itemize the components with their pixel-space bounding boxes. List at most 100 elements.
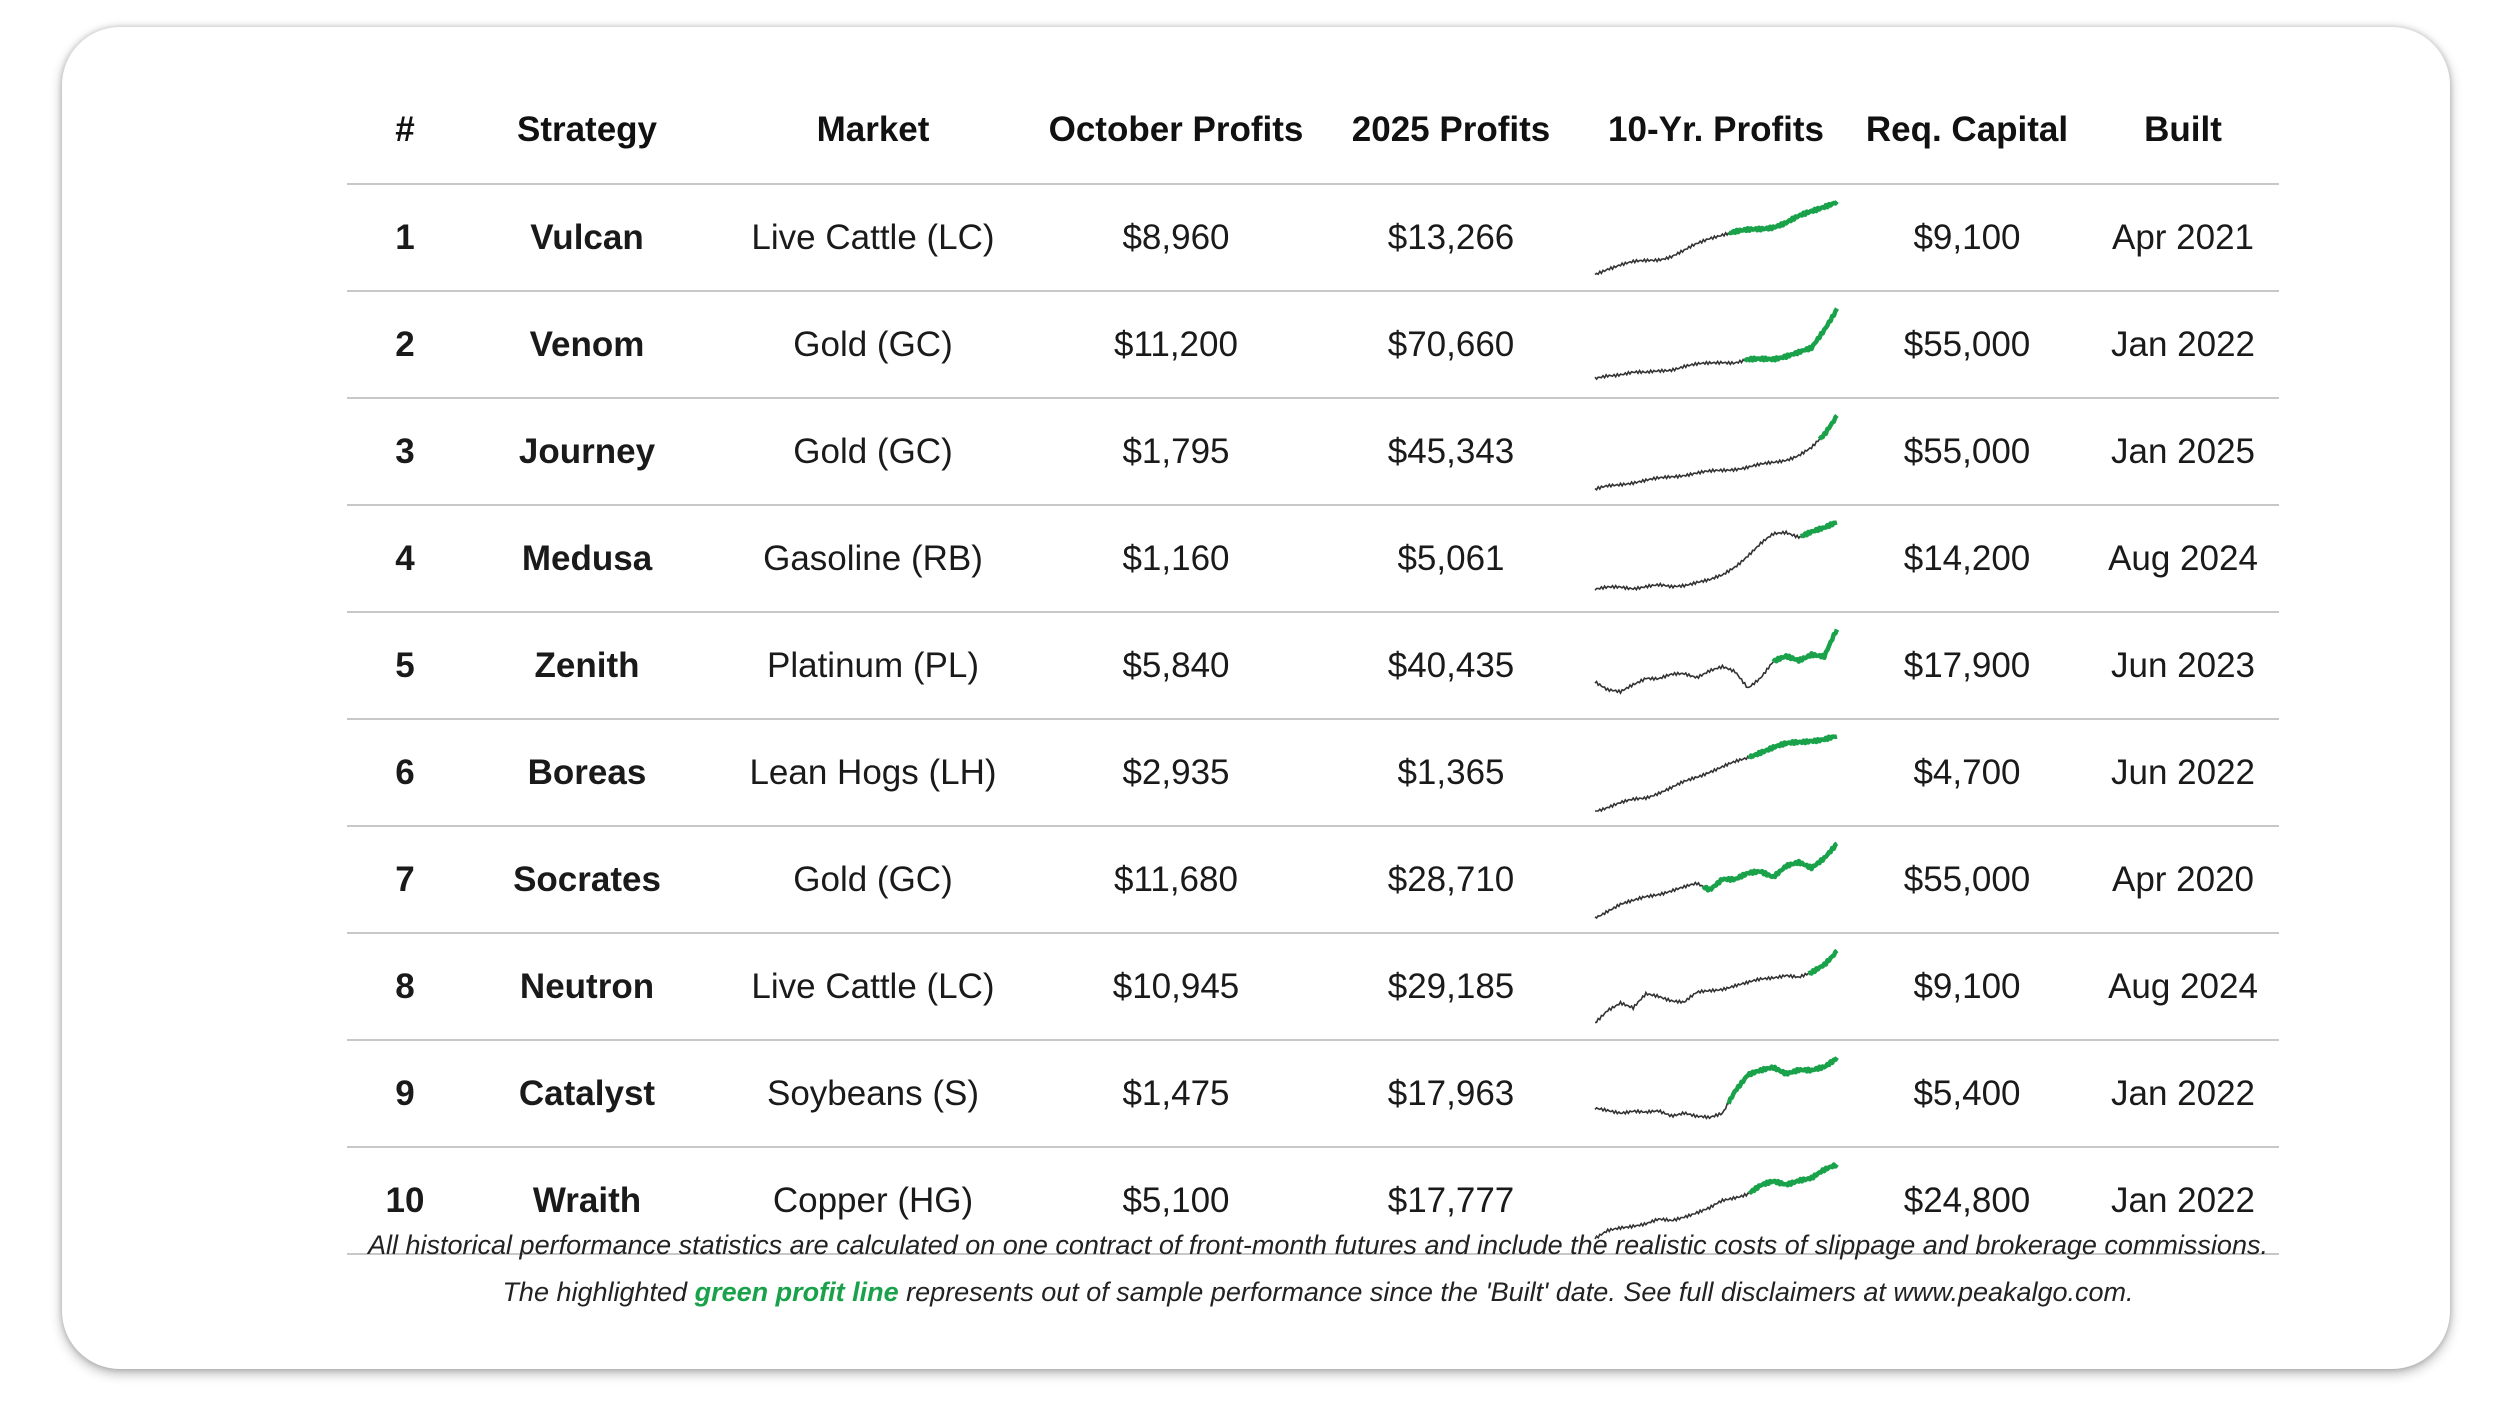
october-profit: $1,475 [1035, 1040, 1317, 1148]
market-cell: Soybeans (S) [711, 1040, 1035, 1148]
rank-cell: 2 [347, 291, 463, 399]
required-capital: $9,100 [1847, 933, 2087, 1041]
ten-year-profit-sparkline [1594, 841, 1839, 919]
rank-cell: 3 [347, 398, 463, 506]
col-header-built: Built [2087, 77, 2279, 185]
ytd-profit: $5,061 [1317, 505, 1585, 613]
table-row: 2 Venom Gold (GC) $11,200 $70,660 $55,000 Jan … [347, 291, 2279, 399]
built-date: Jan 2022 [2087, 1147, 2279, 1255]
rank-cell: 1 [347, 184, 463, 292]
strategy-name: Zenith [463, 612, 711, 720]
strategy-name: Catalyst [463, 1040, 711, 1148]
required-capital: $5,400 [1847, 1040, 2087, 1148]
rank-cell: 6 [347, 719, 463, 827]
ten-year-profit-sparkline [1594, 1055, 1839, 1120]
october-profit: $5,100 [1035, 1147, 1317, 1255]
market-cell: Copper (HG) [711, 1147, 1035, 1255]
results-card: # Strategy Market October Profits 2025 P… [62, 27, 2450, 1369]
disclaimer-text: The highlighted [502, 1277, 688, 1307]
required-capital: $4,700 [1847, 719, 2087, 827]
market-cell: Live Cattle (LC) [711, 933, 1035, 1041]
out-of-sample-profit-line [1747, 733, 1838, 760]
market-cell: Lean Hogs (LH) [711, 719, 1035, 827]
built-date: Apr 2020 [2087, 826, 2279, 934]
strategy-table: # Strategy Market October Profits 2025 P… [347, 77, 2279, 1255]
required-capital: $55,000 [1847, 291, 2087, 399]
ten-year-profit-sparkline [1594, 519, 1838, 591]
strategy-name: Venom [463, 291, 711, 399]
table-row: 5 Zenith Platinum (PL) $5,840 $40,435 $17,900… [347, 612, 2279, 720]
out-of-sample-profit-line [1728, 199, 1839, 235]
table-row: 8 Neutron Live Cattle (LC) $10,945 $29,185 $9… [347, 933, 2279, 1041]
rank-cell: 10 [347, 1147, 463, 1255]
out-of-sample-profit-line [1701, 841, 1839, 893]
disclaimer-line-2: The highlighted green profit line repres… [124, 1277, 2500, 1308]
table-row: 7 Socrates Gold (GC) $11,680 $28,710 $55,000 A… [347, 826, 2279, 934]
ytd-profit: $28,710 [1317, 826, 1585, 934]
ytd-profit: $1,365 [1317, 719, 1585, 827]
backtest-line [1594, 1191, 1750, 1239]
table-row: 6 Boreas Lean Hogs (LH) $2,935 $1,365 $4,700 J… [347, 719, 2279, 827]
ytd-profit: $17,777 [1317, 1147, 1585, 1255]
col-header-2025-profits: 2025 Profits [1317, 77, 1585, 185]
market-cell: Gold (GC) [711, 291, 1035, 399]
backtest-line [1595, 754, 1751, 812]
col-header-req-capital: Req. Capital [1847, 77, 2087, 185]
sparkline-cell [1585, 398, 1847, 506]
strategy-name: Socrates [463, 826, 711, 934]
built-date: Jan 2025 [2087, 398, 2279, 506]
col-header-rank: # [347, 77, 463, 185]
ten-year-profit-sparkline [1594, 306, 1839, 380]
sparkline-cell [1585, 184, 1847, 292]
ten-year-profit-sparkline [1594, 948, 1839, 1023]
col-header-10yr-profits: 10-Yr. Profits [1585, 77, 1847, 185]
out-of-sample-profit-line [1726, 1055, 1839, 1104]
rank-cell: 4 [347, 505, 463, 613]
out-of-sample-profit-line [1743, 306, 1839, 363]
strategy-name: Wraith [463, 1147, 711, 1255]
col-header-october-profits: October Profits [1035, 77, 1317, 185]
market-cell: Live Cattle (LC) [711, 184, 1035, 292]
sparkline-cell [1585, 826, 1847, 934]
ten-year-profit-sparkline [1594, 413, 1839, 491]
strategy-name: Vulcan [463, 184, 711, 292]
table-row: 10 Wraith Copper (HG) $5,100 $17,777 $24,800 J… [347, 1147, 2279, 1255]
backtest-line [1594, 438, 1821, 491]
col-header-strategy: Strategy [463, 77, 711, 185]
table-row: 1 Vulcan Live Cattle (LC) $8,960 $13,266 $9,1… [347, 184, 2279, 292]
sparkline-cell [1585, 719, 1847, 827]
market-cell: Platinum (PL) [711, 612, 1035, 720]
out-of-sample-profit-line [1807, 948, 1839, 976]
rank-cell: 9 [347, 1040, 463, 1148]
ytd-profit: $17,963 [1317, 1040, 1585, 1148]
required-capital: $9,100 [1847, 184, 2087, 292]
table-row: 3 Journey Gold (GC) $1,795 $45,343 $55,000 Jan… [347, 398, 2279, 506]
table-row: 9 Catalyst Soybeans (S) $1,475 $17,963 $5,400… [347, 1040, 2279, 1148]
october-profit: $8,960 [1035, 184, 1317, 292]
ten-year-profit-sparkline [1594, 628, 1840, 695]
built-date: Aug 2024 [2087, 505, 2279, 613]
sparkline-cell [1585, 1147, 1847, 1255]
backtest-line [1594, 660, 1774, 695]
strategy-name: Medusa [463, 505, 711, 613]
market-cell: Gold (GC) [711, 826, 1035, 934]
sparkline-cell [1585, 291, 1847, 399]
required-capital: $55,000 [1847, 398, 2087, 506]
rank-cell: 7 [347, 826, 463, 934]
backtest-line [1594, 971, 1809, 1023]
ten-year-profit-sparkline [1594, 1161, 1839, 1239]
backtest-line [1594, 357, 1746, 380]
market-cell: Gold (GC) [711, 398, 1035, 506]
sparkline-cell [1585, 505, 1847, 613]
rank-cell: 8 [347, 933, 463, 1041]
october-profit: $10,945 [1035, 933, 1317, 1041]
col-header-market: Market [711, 77, 1035, 185]
built-date: Aug 2024 [2087, 933, 2279, 1041]
disclaimer-text: represents out of sample performance sin… [906, 1277, 2134, 1307]
built-date: Jan 2022 [2087, 291, 2279, 399]
built-date: Apr 2021 [2087, 184, 2279, 292]
backtest-line [1594, 529, 1802, 591]
rank-cell: 5 [347, 612, 463, 720]
strategy-name: Neutron [463, 933, 711, 1041]
strategy-name: Journey [463, 398, 711, 506]
